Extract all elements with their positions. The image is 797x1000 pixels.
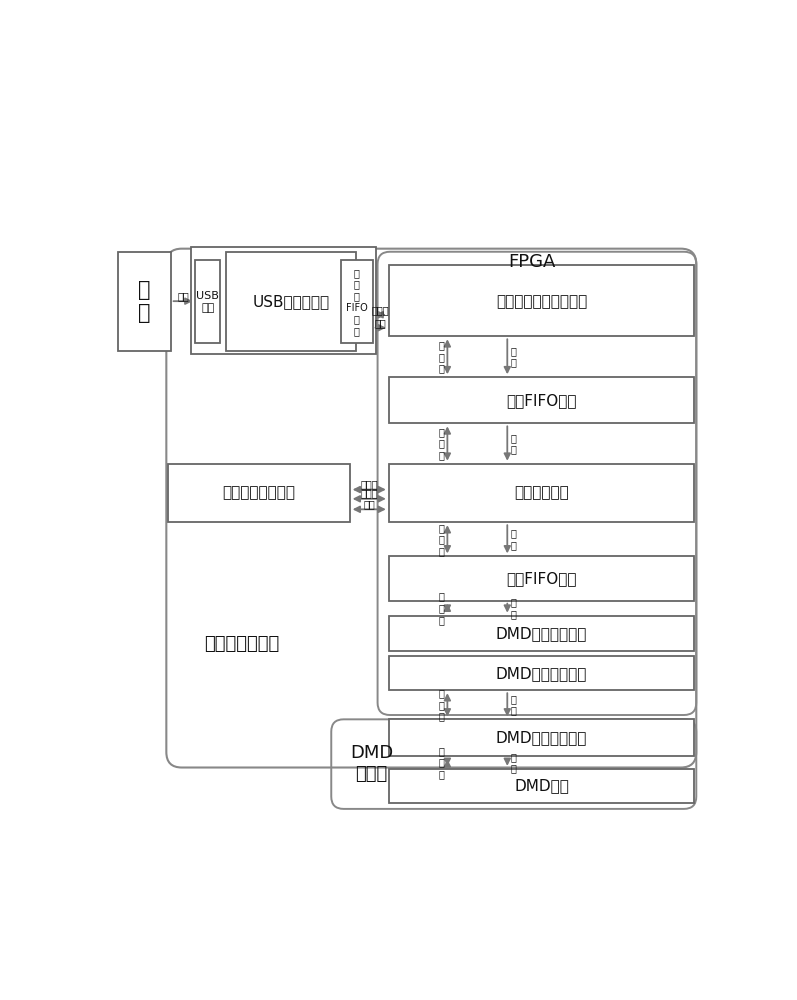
Text: 存储器控制器: 存储器控制器 <box>514 485 569 500</box>
Bar <box>389 719 694 756</box>
Text: 从
器
件
FIFO
接
口: 从 器 件 FIFO 接 口 <box>346 268 367 336</box>
Bar <box>389 464 694 522</box>
Text: 控
制
线: 控 制 线 <box>438 688 444 721</box>
Text: USB控制器芯片: USB控制器芯片 <box>253 294 330 309</box>
Bar <box>118 252 171 351</box>
Text: 数据: 数据 <box>363 499 375 509</box>
Text: 数据: 数据 <box>177 291 189 301</box>
Bar <box>389 377 694 423</box>
Bar <box>191 247 376 354</box>
Text: 数
据: 数 据 <box>510 752 516 773</box>
Text: 输入FIFO缓存: 输入FIFO缓存 <box>506 393 577 408</box>
Text: USB
接口: USB 接口 <box>196 291 219 313</box>
Text: 地址线: 地址线 <box>360 488 378 498</box>
Text: 主
机: 主 机 <box>138 280 151 323</box>
Bar <box>226 252 356 351</box>
Text: 数
据: 数 据 <box>510 433 516 454</box>
Text: DMD
驱动器: DMD 驱动器 <box>350 744 393 783</box>
Bar <box>389 556 694 601</box>
Bar <box>389 616 694 651</box>
Text: 大容量数据存储器: 大容量数据存储器 <box>222 485 295 500</box>
Text: 控制线: 控制线 <box>360 479 378 489</box>
Text: DMD复位驱动芯片: DMD复位驱动芯片 <box>496 730 587 745</box>
Text: 控制线: 控制线 <box>372 305 390 315</box>
Text: 编码孔径控制器: 编码孔径控制器 <box>204 635 279 653</box>
Bar <box>195 260 220 343</box>
Text: 数据: 数据 <box>375 318 387 328</box>
Bar <box>389 769 694 803</box>
Text: DMD复位驱动模块: DMD复位驱动模块 <box>496 666 587 681</box>
Text: 控
制
线: 控 制 线 <box>438 427 444 460</box>
Bar <box>389 656 694 690</box>
Text: DMD芯片: DMD芯片 <box>514 778 569 793</box>
Text: FPGA: FPGA <box>508 253 556 271</box>
Text: 控
制
线: 控 制 线 <box>438 340 444 373</box>
Text: 数
据: 数 据 <box>510 597 516 619</box>
Bar <box>389 265 694 336</box>
Bar <box>340 260 373 343</box>
Text: 输出FIFO缓存: 输出FIFO缓存 <box>506 571 577 586</box>
Text: 编码模板数据接收逻辑: 编码模板数据接收逻辑 <box>496 294 587 309</box>
Bar <box>167 464 350 522</box>
Text: 控
制
线: 控 制 线 <box>438 592 444 625</box>
Text: 控
制
线: 控 制 线 <box>438 746 444 779</box>
Text: 数
据: 数 据 <box>510 346 516 368</box>
Text: 控
制
线: 控 制 线 <box>438 523 444 556</box>
Text: DMD数据加载模块: DMD数据加载模块 <box>496 626 587 641</box>
Text: 数
据: 数 据 <box>510 528 516 550</box>
Text: 数
据: 数 据 <box>510 694 516 716</box>
